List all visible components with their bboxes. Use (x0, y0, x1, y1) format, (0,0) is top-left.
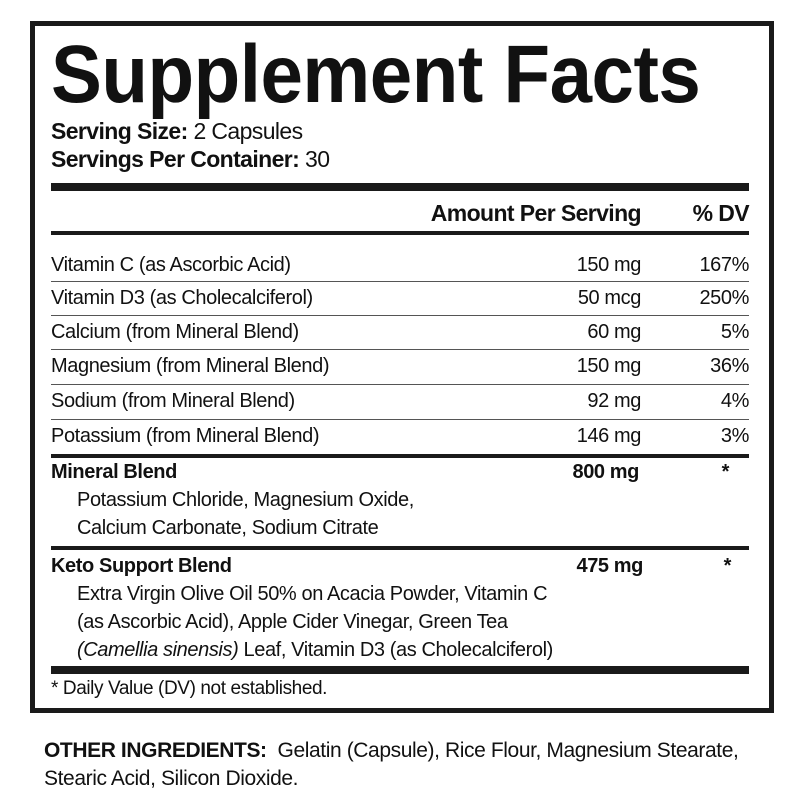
divider-thick (51, 666, 749, 674)
servings-per-container-label: Servings Per Container: (51, 146, 300, 172)
nutrient-row: Vitamin D3 (as Cholecalciferol) 50 mcg 250… (51, 282, 749, 316)
nutrient-dv: 4% (720, 390, 750, 412)
divider-medium (51, 454, 749, 458)
nutrient-dv: 36% (710, 355, 749, 377)
blend-name: Mineral Blend (51, 461, 177, 483)
nutrient-row: Magnesium (from Mineral Blend) 150 mg 36% (51, 350, 749, 384)
blend-ingredients-line: Potassium Chloride, Magnesium Oxide, (77, 489, 414, 511)
divider-thin (51, 281, 749, 282)
amount-header: Amount Per Serving (430, 200, 642, 226)
mineral-blend: Mineral Blend 800 mg * Potassium Chloride,… (51, 458, 749, 542)
blend-dv: * (721, 461, 730, 483)
divider-thin (51, 384, 749, 385)
nutrient-name: Calcium (from Mineral Blend) (51, 321, 299, 343)
nutrient-name: Magnesium (from Mineral Blend) (51, 355, 330, 377)
other-ingredients-value: Gelatin (Capsule), Rice Flour, Magnesium… (44, 739, 739, 790)
divider-thin (51, 349, 749, 350)
serving-size: Serving Size: 2 Capsules (51, 118, 303, 144)
blend-ingredients-rest: Leaf, Vitamin D3 (as Cholecalciferol) (238, 639, 554, 661)
blend-name: Keto Support Blend (51, 555, 232, 577)
nutrient-dv: 250% (699, 287, 749, 309)
blend-ingredients-line: Extra Virgin Olive Oil 50% on Acacia Pow… (77, 583, 548, 605)
divider-thin (51, 419, 749, 420)
servings-per-container: Servings Per Container: 30 (51, 146, 330, 172)
nutrient-amount: 92 mg (587, 390, 641, 412)
blend-ingredients-line: (as Ascorbic Acid), Apple Cider Vinegar,… (77, 611, 508, 633)
blend-ingredients-line: Calcium Carbonate, Sodium Citrate (77, 517, 379, 539)
servings-per-container-value: 30 (305, 146, 330, 172)
other-ingredients-label: OTHER INGREDIENTS: (44, 739, 267, 762)
dv-header: % DV (692, 200, 750, 226)
nutrient-dv: 167% (699, 254, 749, 276)
nutrient-row: Vitamin C (as Ascorbic Acid) 150 mg 167% (51, 249, 749, 283)
nutrient-amount: 50 mcg (577, 287, 642, 309)
divider-medium (51, 546, 749, 550)
supplement-facts-panel: Supplement Facts Serving Size: 2 Capsule… (30, 21, 774, 713)
blend-ingredients-line: (Camellia sinensis) Leaf, Vitamin D3 (as… (51, 636, 749, 664)
panel-title: Supplement Facts (51, 29, 701, 120)
blend-amount: 475 mg (576, 555, 643, 577)
blend-dv: * (723, 555, 732, 577)
serving-size-label: Serving Size: (51, 118, 188, 144)
nutrient-row: Potassium (from Mineral Blend) 146 mg 3% (51, 420, 749, 454)
footnote: * Daily Value (DV) not established. (51, 678, 328, 699)
nutrient-amount: 146 mg (576, 425, 642, 447)
nutrient-amount: 150 mg (576, 254, 642, 276)
nutrient-name: Vitamin D3 (as Cholecalciferol) (51, 287, 313, 309)
nutrient-amount: 60 mg (587, 321, 641, 343)
divider-medium (51, 231, 749, 235)
other-ingredients: OTHER INGREDIENTS: Gelatin (Capsule), Ri… (44, 737, 784, 793)
nutrient-row: Sodium (from Mineral Blend) 92 mg 4% (51, 385, 749, 419)
divider-thin (51, 315, 749, 316)
nutrient-name: Potassium (from Mineral Blend) (51, 425, 320, 447)
botanical-name: (Camellia sinensis) (77, 639, 239, 661)
divider-thick (51, 183, 749, 191)
nutrient-row: Calcium (from Mineral Blend) 60 mg 5% (51, 316, 749, 350)
keto-support-blend: Keto Support Blend 475 mg * Extra Virgin O… (51, 552, 749, 664)
nutrient-dv: 3% (720, 425, 750, 447)
nutrient-name: Sodium (from Mineral Blend) (51, 390, 295, 412)
nutrient-amount: 150 mg (576, 355, 642, 377)
nutrient-dv: 5% (720, 321, 750, 343)
serving-size-value: 2 Capsules (193, 118, 303, 144)
blend-amount: 800 mg (572, 461, 639, 483)
nutrient-name: Vitamin C (as Ascorbic Acid) (51, 254, 291, 276)
